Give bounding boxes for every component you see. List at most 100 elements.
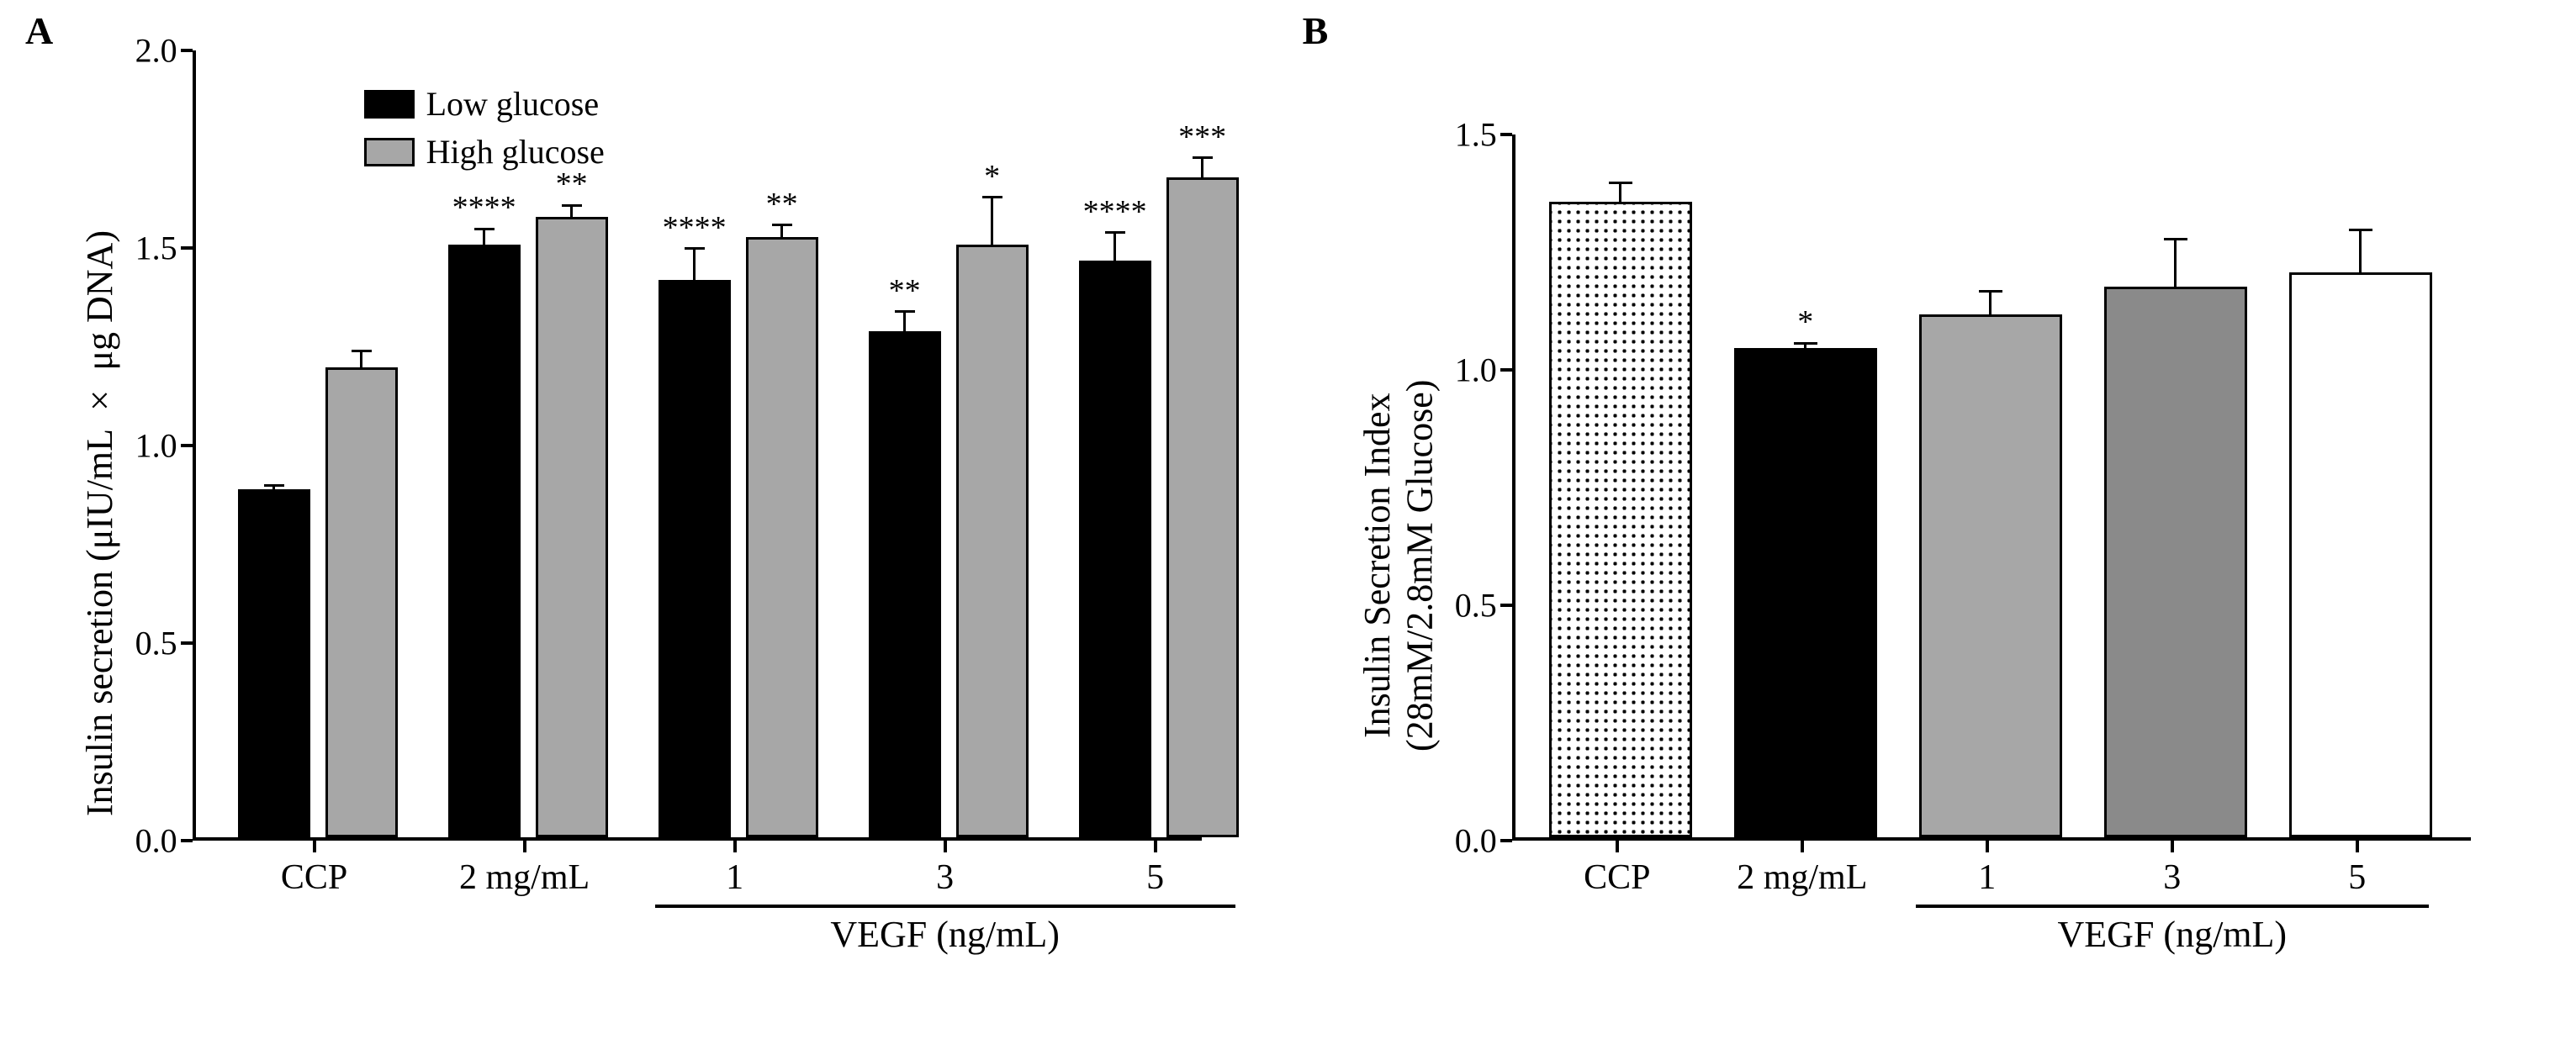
x-tick-mark: [1801, 841, 1804, 852]
y-tick-label: 1.5: [1455, 115, 1497, 155]
panel-a-label: A: [25, 8, 53, 53]
error-cap: [1794, 342, 1817, 345]
error-bar: [903, 312, 906, 332]
panel-a-legend: Low glucose High glucose: [364, 84, 605, 171]
bar: [869, 331, 941, 837]
y-tick-label: 0.0: [135, 821, 177, 861]
error-cap: [1105, 231, 1125, 234]
x-tick-label: 5: [1146, 857, 1164, 898]
bar: [536, 217, 608, 837]
x-tick-label: 3: [936, 857, 954, 898]
y-tick-mark: [181, 839, 193, 842]
y-tick-mark: [181, 246, 193, 250]
y-tick-mark: [1500, 604, 1512, 607]
panel-b-plot-area: *: [1512, 135, 2471, 841]
error-cap: [1979, 290, 2002, 293]
error-bar: [780, 225, 783, 237]
bar: [448, 245, 521, 837]
y-tick-label: 1.0: [1455, 351, 1497, 390]
bar: [2104, 287, 2247, 837]
y-tick-label: 0.0: [1455, 821, 1497, 861]
bar: [956, 245, 1029, 837]
y-tick-mark: [181, 49, 193, 52]
bar: [325, 367, 398, 837]
error-bar: [570, 205, 573, 217]
error-cap: [1193, 156, 1213, 159]
error-cap: [264, 484, 284, 487]
error-bar: [1619, 183, 1621, 202]
x-tick-mark: [1154, 841, 1157, 852]
x-tick-label: 2 mg/mL: [459, 857, 590, 898]
panel-a-y-axis: Insulin secretion (μIU/mL × μg DNA) 0.00…: [76, 50, 193, 997]
panel-b-x-ticks: [1512, 841, 2471, 857]
x-tick-label: 1: [1978, 857, 1996, 898]
legend-text: Low glucose: [426, 84, 600, 124]
x-tick-label: 3: [2163, 857, 2181, 898]
error-bar: [1989, 291, 1992, 314]
error-cap: [352, 350, 372, 352]
y-tick-mark: [181, 444, 193, 447]
legend-swatch: [364, 90, 415, 119]
bar: [1549, 202, 1692, 837]
panel-b: B Insulin Secretion Index (28mM/2.8mM Gl…: [1303, 17, 2471, 997]
x-tick-label: CCP: [1584, 857, 1650, 898]
y-tick-mark: [1500, 133, 1512, 136]
x-group-line: [655, 905, 1235, 908]
bar: [2289, 272, 2432, 837]
y-tick-label: 0.5: [1455, 586, 1497, 625]
legend-text: High glucose: [426, 132, 605, 171]
x-tick-label: 2 mg/mL: [1737, 857, 1867, 898]
panel-a-plot-area: Low glucoseHigh glucose ****************…: [193, 50, 1202, 841]
bar: [1166, 177, 1239, 837]
x-tick-mark: [733, 841, 737, 852]
y-tick-mark: [181, 641, 193, 645]
bar: [1734, 348, 1877, 837]
error-cap: [2164, 238, 2187, 240]
x-group-label: VEGF (ng/mL): [2058, 913, 2288, 956]
panel-a-chart: Insulin secretion (μIU/mL × μg DNA) 0.00…: [76, 50, 1202, 997]
x-tick-mark: [2171, 841, 2174, 852]
legend-row: Low glucose: [364, 84, 605, 124]
error-bar: [1113, 233, 1116, 261]
y-tick-label: 2.0: [135, 31, 177, 71]
panel-a-y-ticks: 0.00.51.01.52.0: [125, 50, 193, 841]
figure: A Insulin secretion (μIU/mL × μg DNA) 0.…: [0, 0, 2576, 1022]
panel-a-plot-outer: Low glucoseHigh glucose ****************…: [193, 50, 1202, 997]
x-tick-mark: [944, 841, 947, 852]
error-bar: [483, 229, 485, 245]
y-tick-label: 1.5: [135, 229, 177, 268]
significance-marker: *: [984, 161, 1000, 193]
significance-marker: ****: [452, 192, 516, 224]
x-tick-label: CCP: [281, 857, 347, 898]
panel-b-x-labels: CCP 2 mg/mL 1 3 5: [1512, 857, 2471, 905]
significance-marker: ****: [663, 212, 727, 244]
y-tick-label: 0.5: [135, 624, 177, 663]
significance-marker: ****: [1083, 196, 1147, 228]
panel-a-x-sub: VEGF (ng/mL): [193, 905, 1202, 997]
error-bar: [360, 351, 362, 367]
significance-marker: **: [766, 188, 798, 220]
error-bar: [1201, 158, 1203, 178]
error-cap: [772, 224, 792, 226]
panel-b-x-sub: VEGF (ng/mL): [1512, 905, 2471, 997]
error-cap: [474, 228, 495, 230]
x-tick-mark: [2356, 841, 2359, 852]
panel-b-label: B: [1303, 8, 1329, 53]
panel-b-plot-outer: * CCP 2 mg/mL 1 3 5 VEGF (ng/mL): [1512, 135, 2471, 997]
y-tick-label: 1.0: [135, 426, 177, 466]
error-cap: [1609, 182, 1632, 184]
panel-b-y-axis: Insulin Secretion Index (28mM/2.8mM Gluc…: [1353, 135, 1512, 997]
bar: [1919, 314, 2062, 837]
error-bar: [2174, 240, 2177, 287]
bar: [746, 237, 818, 837]
x-tick-label: 5: [2348, 857, 2366, 898]
x-tick-mark: [1616, 841, 1619, 852]
legend-row: High glucose: [364, 132, 605, 171]
legend-swatch: [364, 138, 415, 166]
error-bar: [693, 249, 696, 281]
error-cap: [685, 247, 705, 250]
y-tick-mark: [1500, 839, 1512, 842]
y-tick-mark: [1500, 368, 1512, 372]
panel-a-x-ticks: [193, 841, 1202, 857]
error-cap: [562, 204, 582, 207]
